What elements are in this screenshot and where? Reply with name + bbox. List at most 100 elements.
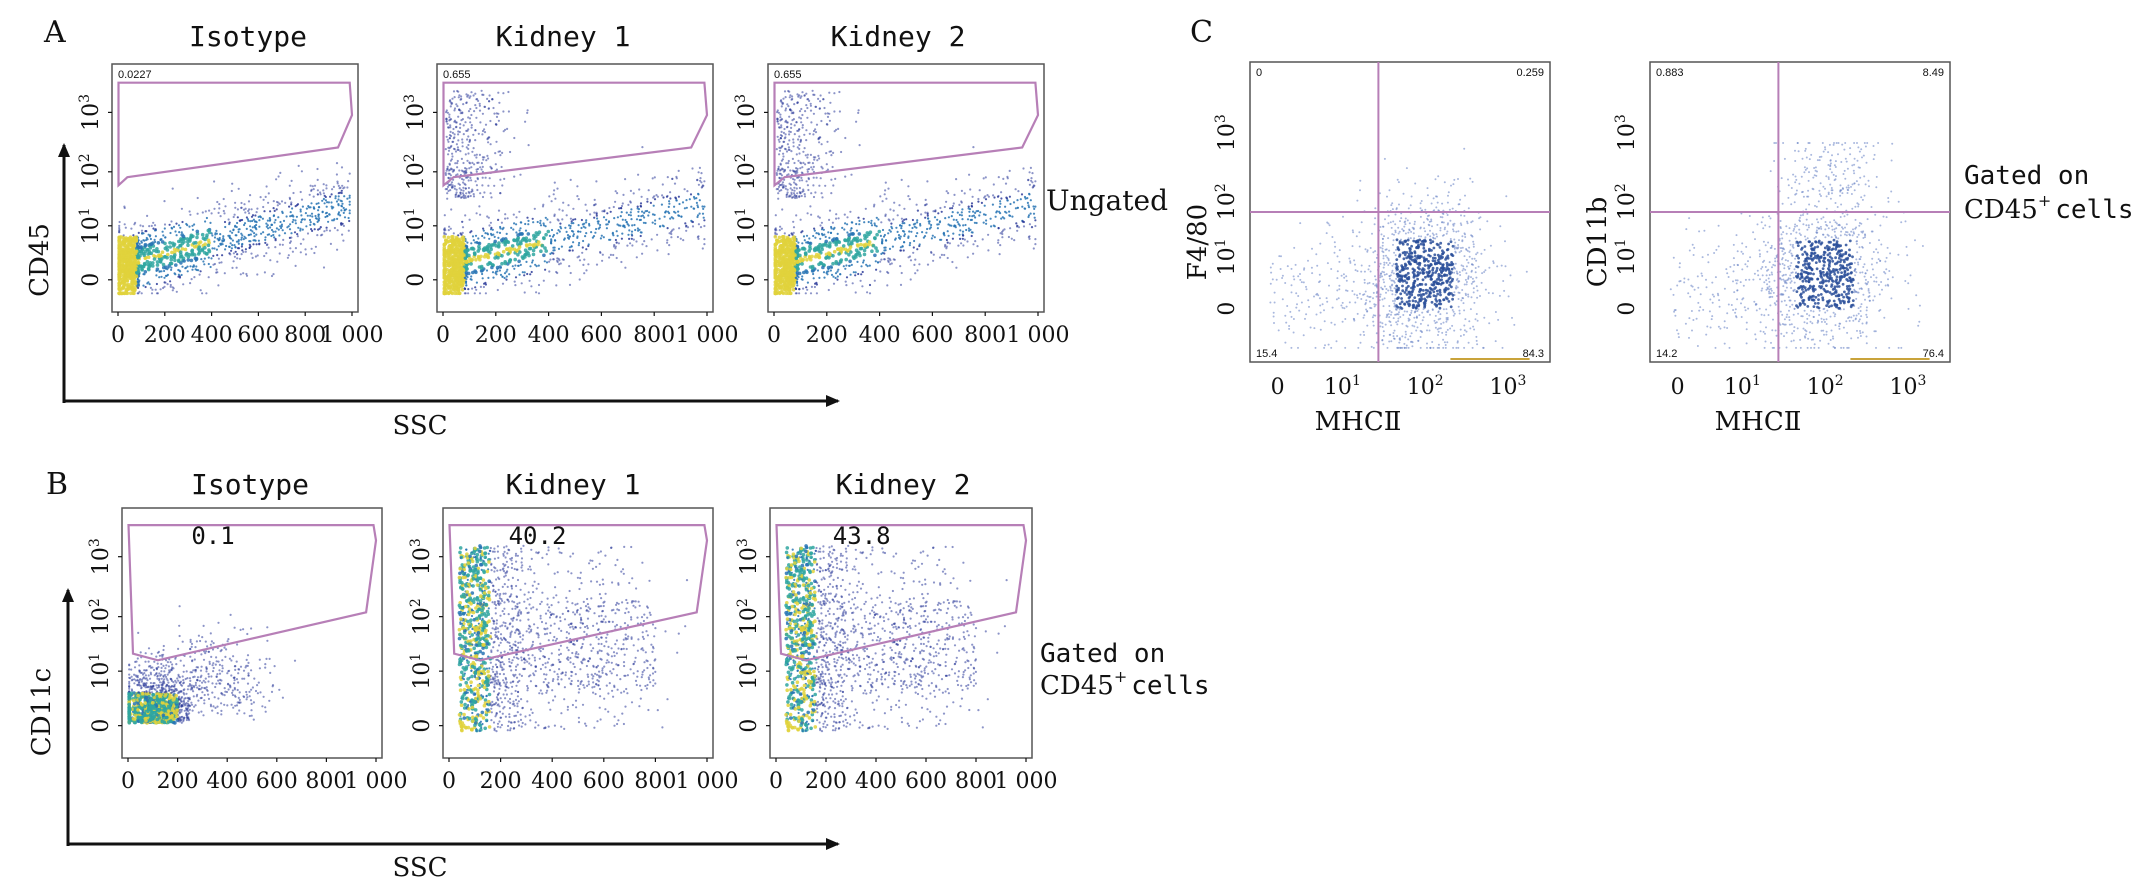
panel-a-plot-3-event-dot — [782, 155, 785, 158]
panel-a-plot-1-event-dot — [241, 242, 244, 246]
panel-a-plot-3-event-dot — [924, 211, 927, 214]
panel-a-plot-1-event-dot — [134, 249, 139, 254]
panel-a-plot-1-event-dot — [134, 238, 139, 242]
panel-a-plot-3-event-dot — [800, 176, 803, 179]
panel-a-plot-3-event-dot — [972, 252, 975, 255]
panel-a-plot-3-event-dot — [826, 123, 829, 126]
panel-a-plot-1-event-dot — [215, 268, 218, 271]
panel-a-plot-1-event-dot — [216, 254, 219, 257]
panel-a-plot-3-event-dot — [884, 181, 887, 184]
panel-a-plot-2-event-dot — [636, 227, 640, 230]
panel-a-plot-2-event-dot — [455, 143, 458, 146]
panel-a-plot-3-event-dot — [911, 218, 915, 222]
panel-a-plot-2-event-dot — [520, 221, 523, 224]
panel-a-plot-2-event-dot — [447, 189, 450, 193]
panel-a-plot-2-event-dot — [442, 261, 447, 266]
panel-a-plot-1-event-dot — [216, 200, 219, 204]
panel-a-plot-3-event-dot — [1028, 183, 1031, 186]
panel-a-plot-2-event-dot — [503, 177, 506, 180]
panel-a-plot-2-event-dot — [471, 287, 474, 290]
panel-a-plot-2-event-dot — [513, 175, 516, 178]
panel-a-plot-3-event-dot — [784, 133, 787, 136]
panel-a-plot-2-event-dot — [697, 237, 700, 240]
panel-a-plot-2-event-dot — [521, 271, 524, 274]
panel-a-plot-3-event-dot — [774, 265, 778, 270]
panel-a-plot-2-event-dot — [637, 214, 640, 218]
panel-a-plot-1-event-dot — [272, 273, 275, 276]
panel-a-plot-2-event-dot — [643, 240, 646, 243]
panel-a-plot-2-event-dot — [593, 211, 596, 214]
panel-a-plot-2-event-dot — [507, 90, 510, 94]
panel-a-plot-2-event-dot — [460, 188, 463, 192]
panel-a-plot-1-event-dot — [302, 238, 305, 241]
panel-a-plot-1-event-dot — [222, 237, 225, 240]
panel-a-plot-3-event-dot — [1032, 247, 1035, 250]
panel-a-plot-3-event-dot — [827, 231, 830, 234]
panel-a-plot-2-event-dot — [491, 271, 495, 274]
panel-a-plot-1-event-dot — [322, 189, 325, 192]
panel-a-plot-1-event-dot — [313, 184, 317, 187]
panel-a-plot-3-event-dot — [803, 133, 806, 136]
panel-a-plot-3-event-dot — [1017, 190, 1020, 193]
panel-a-plot-3-event-dot — [826, 115, 830, 118]
panel-a-plot-1-event-dot — [236, 253, 239, 256]
panel-a-plot-1-event-dot — [312, 195, 315, 198]
panel-a-plot-3-event-dot — [818, 157, 821, 160]
panel-a-plot-1-event-dot — [171, 187, 174, 190]
panel-a-plot-2-event-dot — [661, 183, 664, 186]
panel-a-plot-2-event-dot — [505, 275, 508, 278]
panel-a-plot-3-event-dot — [960, 242, 963, 245]
panel-a-plot-1-event-dot — [286, 256, 289, 259]
panel-a-plot-2-event-dot — [581, 223, 585, 226]
panel-a-plot-1-event-dot — [261, 217, 264, 220]
panel-a-plot-1-event-dot — [191, 265, 194, 268]
panel-a-plot-1-event-dot — [193, 276, 196, 279]
panel-a-plot-3-event-dot — [816, 246, 821, 250]
panel-a-plot-2-event-dot — [701, 247, 704, 250]
panel-a-plot-2-event-dot — [447, 149, 451, 152]
panel-a-plot-1-event-dot — [207, 276, 210, 279]
panel-a-plot-3-event-dot — [888, 229, 891, 232]
panel-a-plot-1-event-dot — [243, 235, 246, 238]
panel-a-plot-1-event-dot — [175, 222, 178, 225]
panel-a-plot-1-event-dot — [142, 261, 147, 266]
panel-a-plot-2-event-dot — [479, 213, 482, 216]
panel-a-plot-1-event-dot — [118, 291, 123, 296]
panel-a-plot-1-event-dot — [248, 243, 251, 246]
panel-a-plot-1-event-dot — [304, 212, 307, 215]
panel-a-plot-3-event-dot — [839, 246, 843, 251]
panel-a-plot-3-event-dot — [961, 208, 964, 211]
panel-a-plot-2-event-dot — [449, 130, 452, 133]
panel-a-plot-2-event-dot — [512, 238, 517, 243]
panel-a-plot-3-event-dot — [971, 215, 974, 218]
panel-a-plot-2-event-dot — [612, 205, 615, 209]
panel-a-plot-3-event-dot — [824, 239, 828, 244]
panel-a-plot-3-event-dot — [1001, 216, 1004, 219]
panel-a-plot-2-event-dot — [462, 189, 465, 192]
panel-a-plot-3-event-dot — [774, 232, 777, 235]
panel-a-plot-1-event-dot — [196, 196, 199, 200]
panel-a-plot-2-event-dot — [571, 249, 574, 252]
panel-a-plot-3-event-dot — [857, 232, 862, 236]
panel-a-plot-3-event-dot — [788, 130, 791, 133]
panel-a-plot-3-event-dot — [805, 180, 808, 183]
panel-a-plot-2-event-dot — [527, 238, 532, 243]
panel-a-plot-3-event-dot — [801, 179, 804, 182]
panel-a-plot-3-event-dot — [883, 249, 886, 252]
panel-a-plot-2-event-dot — [595, 263, 599, 266]
panel-a-plot-2-event-dot — [476, 249, 481, 253]
panel-a-plot-3-event-dot — [806, 106, 809, 110]
panel-a-plot-1-event-dot — [227, 234, 230, 237]
panel-a-plot-2-event-dot — [486, 215, 489, 218]
panel-a-plot-2-event-dot — [452, 169, 455, 172]
panel-a-plot-1-event-dot — [258, 219, 261, 222]
panel-a-plot-2-event-dot — [513, 222, 516, 225]
panel-a-plot-3-event-dot — [815, 232, 818, 235]
panel-a-plot-1-event-dot — [289, 211, 292, 214]
panel-a-plot-3-event-dot — [808, 237, 811, 240]
panel-a-plot-2-event-dot — [622, 225, 625, 228]
panel-a-plot-2-event-dot — [685, 199, 688, 202]
panel-a-plot-2-event-dot — [496, 255, 500, 260]
panel-a-plot-3-event-dot — [934, 209, 937, 212]
panel-a-plot-2-event-dot — [461, 192, 465, 195]
